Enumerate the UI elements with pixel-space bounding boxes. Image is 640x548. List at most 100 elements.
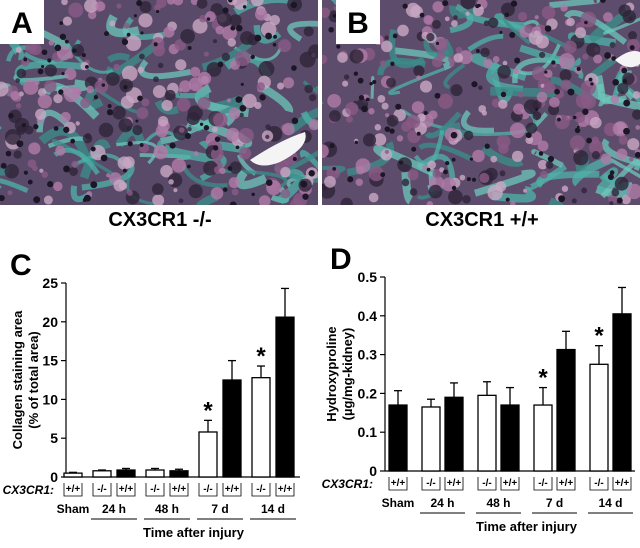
nucleus (203, 125, 210, 131)
cell (434, 38, 449, 52)
nucleus (214, 136, 221, 142)
genotype-label: -/- (256, 484, 265, 495)
y-axis-label: Collagen staining area (10, 310, 25, 449)
cell (196, 0, 208, 9)
genotype-bracket (222, 483, 242, 497)
stroma (394, 47, 454, 71)
cell (41, 171, 49, 178)
cell (423, 15, 433, 25)
cell (25, 42, 38, 55)
nucleus (235, 96, 243, 103)
cell (368, 192, 379, 203)
caption: CX3CR1 -/- (108, 209, 211, 231)
cell (234, 50, 251, 67)
nucleus (184, 132, 191, 140)
panel-label: A (11, 7, 33, 40)
cell (308, 119, 318, 131)
genotype-bracket (500, 477, 520, 491)
stroma (156, 140, 219, 165)
cell (397, 24, 409, 37)
stroma (612, 69, 624, 98)
y-tick-label: 0.4 (358, 308, 378, 324)
x-axis-label: Time after injury (476, 519, 578, 534)
cell (53, 93, 63, 104)
cell (432, 1, 444, 13)
nucleus (535, 107, 539, 112)
nucleus (265, 179, 273, 186)
cell (575, 27, 587, 39)
y-tick-label: 10 (42, 391, 58, 407)
stroma (106, 14, 140, 38)
cell (472, 149, 485, 163)
cell (580, 11, 597, 28)
cell (537, 140, 549, 152)
cell (618, 135, 628, 145)
nucleus (500, 91, 507, 98)
nucleus (475, 49, 480, 53)
cell (197, 96, 211, 110)
cell (628, 31, 637, 40)
cell (113, 179, 126, 192)
nucleus (136, 0, 143, 7)
cell (380, 149, 393, 161)
cell (203, 51, 209, 57)
panel-label: C (10, 249, 32, 282)
cell (211, 126, 218, 133)
cell (411, 101, 425, 114)
nucleus (265, 32, 273, 40)
bar (477, 394, 497, 472)
cell (126, 189, 133, 196)
cell (401, 178, 410, 187)
cell (199, 14, 207, 23)
nucleus (0, 194, 5, 202)
cell (37, 94, 52, 109)
nucleus (123, 85, 128, 90)
nucleus (64, 39, 69, 44)
nucleus (16, 140, 24, 148)
cell (176, 97, 191, 112)
cell (215, 25, 225, 35)
stroma (470, 53, 527, 81)
nucleus (588, 77, 593, 82)
cell (432, 168, 442, 179)
cell (626, 183, 640, 200)
cell (282, 122, 295, 136)
group-label: 48 h (486, 496, 510, 510)
cell (329, 110, 341, 122)
nucleus (547, 155, 555, 163)
nucleus (63, 126, 70, 133)
genotype-label: +/+ (503, 478, 518, 489)
genotype-label: -/- (594, 478, 603, 489)
stroma (531, 149, 564, 168)
cell (84, 0, 99, 13)
y-tick-label: 0.3 (358, 347, 378, 363)
cell (465, 11, 470, 16)
bar (169, 470, 189, 478)
genotype-bracket (145, 483, 165, 497)
cell (502, 60, 508, 66)
cell (226, 98, 232, 103)
group-label: 7 d (211, 502, 228, 516)
nucleus (23, 170, 29, 175)
nucleus (251, 192, 255, 197)
nucleus (230, 25, 236, 31)
cell (496, 134, 511, 149)
bar (198, 431, 218, 478)
group-label: Sham (382, 496, 415, 510)
cell (228, 177, 240, 189)
cell (98, 122, 114, 138)
cell (308, 44, 318, 59)
stroma (548, 197, 564, 205)
nucleus (53, 126, 59, 131)
cell (71, 160, 79, 168)
cell (109, 20, 116, 27)
cell (345, 102, 359, 116)
nucleus (33, 124, 39, 130)
nucleus (576, 66, 581, 72)
cell (558, 52, 575, 69)
nucleus (155, 9, 160, 14)
cell (436, 50, 446, 60)
cell (123, 22, 130, 29)
genotype-bracket (169, 483, 189, 497)
cell (560, 4, 568, 12)
